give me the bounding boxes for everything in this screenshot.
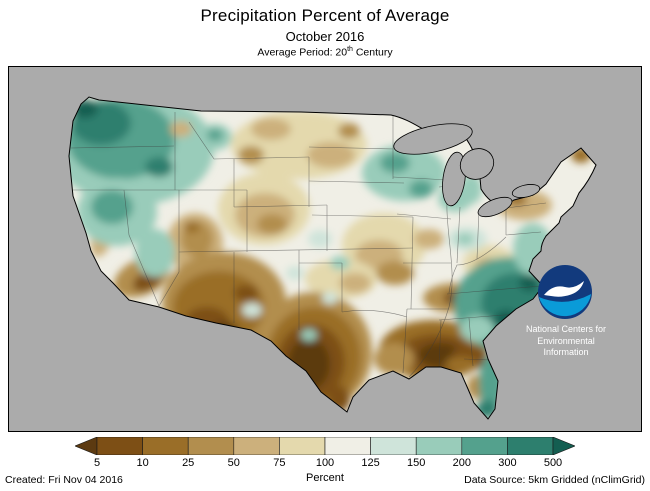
- legend-tick-label: 200: [452, 457, 471, 469]
- average-period-label: Average Period: 20th Century: [257, 46, 393, 59]
- legend-segment: [324, 437, 371, 455]
- map-canvas: National Centers for Environmental Informa…: [8, 66, 642, 432]
- legend-tick-labels: 5 10 25 50 75 100 125 150 200 300 500: [75, 457, 575, 470]
- legend-segment: [507, 437, 554, 455]
- legend-tick-label: 75: [273, 457, 286, 469]
- lake-erie: [477, 196, 513, 218]
- legend-arrow-high: [552, 437, 575, 455]
- legend-tick-label: 100: [315, 457, 335, 469]
- conus-precipitation-map: [68, 96, 597, 420]
- superscript-th: th: [347, 46, 353, 53]
- legend-tick-label: 5: [93, 457, 101, 469]
- legend-tick-label: 500: [543, 457, 563, 469]
- page-title: Precipitation Percent of Average: [200, 6, 450, 25]
- map-month-subtitle: October 2016: [285, 29, 365, 44]
- created-date-label: Created: Fri Nov 04 2016: [5, 474, 123, 486]
- ncei-text-line: Environmental: [537, 335, 595, 346]
- legend-tick-label: 10: [136, 457, 149, 469]
- legend-segment: [187, 437, 235, 455]
- legend-segment: [415, 437, 463, 455]
- legend-tick-label: 300: [498, 457, 517, 469]
- legend-tick-label: 50: [227, 457, 240, 469]
- legend-segment: [370, 437, 417, 455]
- lake-michigan: [442, 151, 466, 207]
- noaa-logo-sea: [538, 294, 592, 317]
- legend-unit-label: Percent: [306, 472, 344, 484]
- great-lakes: [393, 123, 541, 218]
- legend-segment: [96, 437, 143, 455]
- noaa-gull-icon: [544, 281, 584, 297]
- noaa-logo: [538, 265, 592, 319]
- ncei-caption: National Centers for Environmental Informa…: [503, 324, 629, 359]
- legend-colorbar: [75, 437, 575, 455]
- legend-segment: [233, 437, 280, 455]
- legend-segment: [461, 437, 508, 455]
- ncei-text-line: Information: [543, 347, 589, 357]
- lake-superior: [393, 123, 473, 155]
- legend-tick-label: 150: [407, 457, 426, 469]
- data-source-label: Data Source: 5km Gridded (nClimGrid): [464, 474, 645, 486]
- legend-segment: [142, 437, 189, 455]
- state-boundaries: [70, 112, 547, 378]
- legend-segment: [279, 437, 326, 455]
- legend-tick-label: 25: [182, 457, 195, 469]
- legend-arrow-low: [75, 437, 98, 455]
- lake-huron: [459, 148, 495, 180]
- lake-ontario: [511, 184, 541, 198]
- legend-tick-label: 125: [361, 457, 380, 469]
- ncei-text-line: National Centers for: [525, 324, 607, 334]
